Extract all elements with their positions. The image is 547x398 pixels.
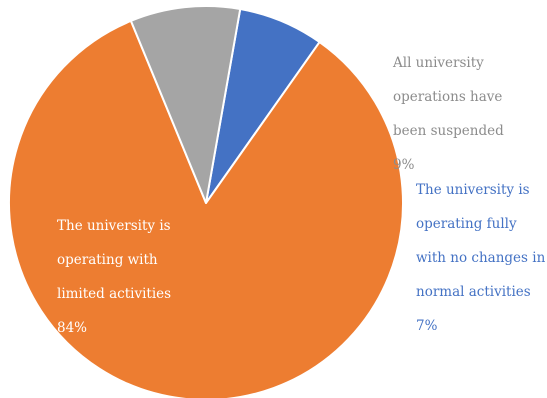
slice-label-limited-line-2: operating with — [57, 252, 158, 268]
slice-limited-activities — [8, 19, 404, 398]
slice-label-fully-line-4: normal activities — [416, 284, 531, 300]
slice-label-suspended-value: 9% — [393, 157, 415, 173]
slice-label-limited-value: 84% — [57, 320, 88, 336]
slice-label-suspended-line-2: operations have — [393, 89, 503, 105]
slice-label-suspended: All university operations have been susp… — [393, 38, 543, 191]
slice-label-suspended-line-3: been suspended — [393, 123, 504, 139]
slice-label-fully-value: 7% — [416, 318, 438, 334]
slice-label-limited: The university is operating with limited… — [57, 201, 207, 354]
slice-label-suspended-line-1: All university — [393, 55, 484, 71]
slice-suspended — [129, 5, 242, 204]
slice-label-fully: The university is operating fully with n… — [416, 165, 546, 352]
slice-label-fully-line-2: operating fully — [416, 216, 517, 232]
slice-label-limited-line-1: The university is — [57, 218, 171, 234]
slice-label-fully-line-3: with no changes in — [416, 250, 546, 266]
slice-label-limited-line-3: limited activities — [57, 286, 172, 302]
slice-label-fully-line-1: The university is — [416, 182, 530, 198]
